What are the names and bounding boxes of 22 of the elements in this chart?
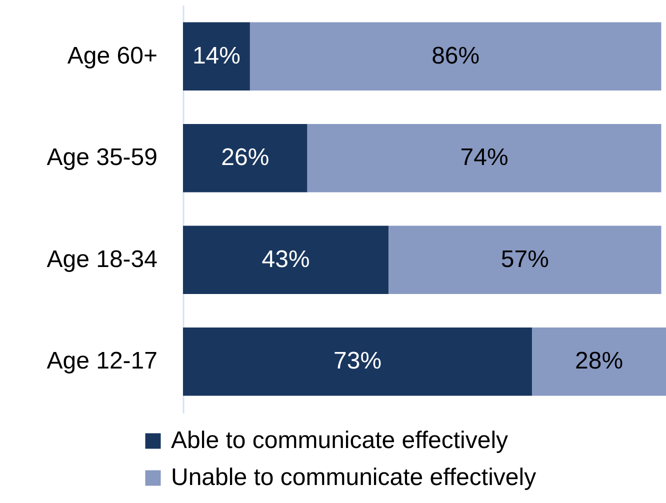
bar xyxy=(250,22,662,90)
data-label: 43% xyxy=(262,246,310,273)
bar xyxy=(183,226,389,294)
bar xyxy=(307,124,662,192)
y-tick-label: Age 60+ xyxy=(67,42,158,70)
data-label: 57% xyxy=(500,246,549,273)
bar xyxy=(532,328,666,396)
data-label: 28% xyxy=(575,348,624,375)
y-tick-label: Age 12-17 xyxy=(46,348,158,375)
legend-label: Able to communicate effectively xyxy=(171,427,508,454)
data-label: 14% xyxy=(192,42,240,70)
bar xyxy=(183,124,308,192)
y-tick-label: Age 35-59 xyxy=(46,144,158,172)
data-label: 26% xyxy=(221,144,270,172)
bar xyxy=(183,22,250,90)
bar xyxy=(183,328,532,396)
data-label: 74% xyxy=(460,144,508,172)
legend-label: Unable to communicate effectively xyxy=(171,464,536,491)
y-tick-label: Age 18-34 xyxy=(46,246,158,273)
data-label: 86% xyxy=(432,42,480,70)
bar xyxy=(388,226,662,294)
data-label: 73% xyxy=(334,348,382,375)
